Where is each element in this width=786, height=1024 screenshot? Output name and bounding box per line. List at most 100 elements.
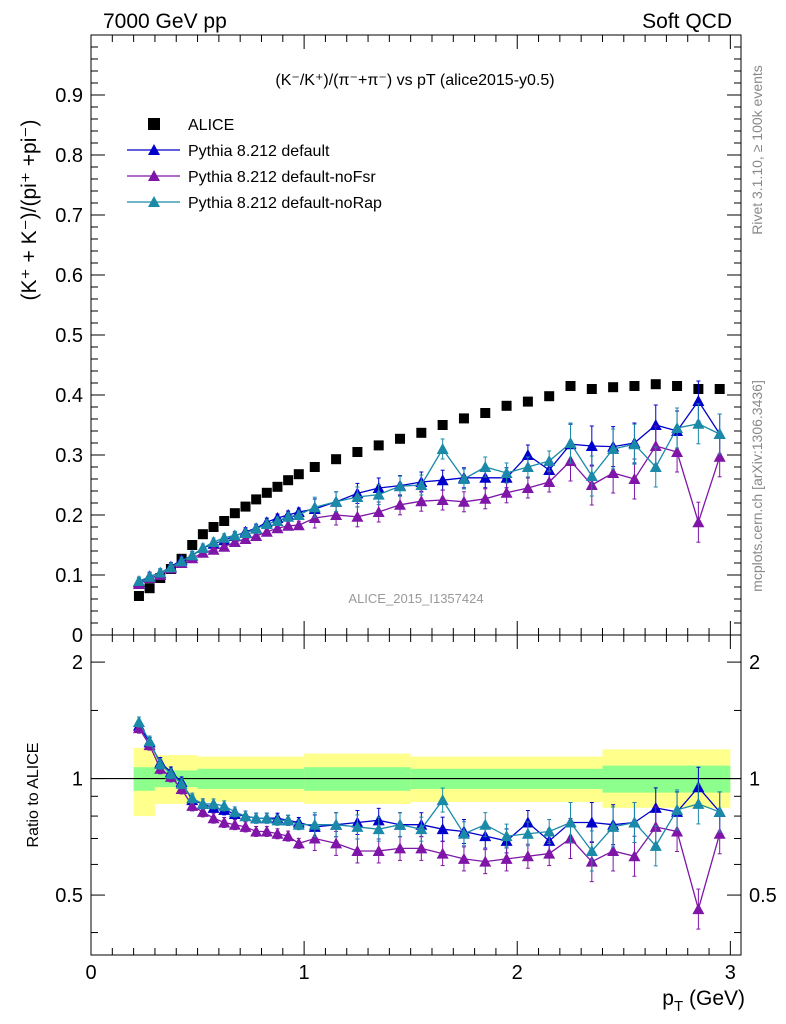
- noRap-data-point: [649, 461, 662, 472]
- legend-marker-default: [148, 144, 160, 155]
- noFsr-data-point: [228, 536, 241, 547]
- noRap-data-point: [175, 555, 188, 567]
- noFsr-data-point: [479, 492, 492, 504]
- ratio-ytick-label: 1: [72, 769, 83, 791]
- noRap-ratio-point: [415, 823, 428, 835]
- noRap-ratio-point: [713, 805, 726, 817]
- alice-data-point: [293, 469, 304, 480]
- ratio-ylabel: Ratio to ALICE: [25, 743, 42, 848]
- noRap-ratio-point: [521, 827, 534, 839]
- noFsr-data-point: [239, 533, 252, 544]
- x-axis-label-sub: T: [674, 998, 683, 1015]
- noRap-data-point: [457, 473, 470, 484]
- noRap-data-point: [228, 529, 241, 541]
- noRap-data-point: [196, 542, 209, 553]
- alice-data-point: [283, 475, 294, 486]
- alice-data-point: [395, 433, 406, 444]
- noFsr-data-point: [250, 530, 263, 541]
- noFsr-data-point: [457, 495, 470, 507]
- default-data-point: [585, 440, 598, 451]
- header-right: Soft QCD: [642, 10, 732, 33]
- noRap-data-point: [132, 575, 145, 586]
- main-x-ticks: [90, 35, 731, 635]
- noFsr-ratio-point: [218, 816, 231, 828]
- main-ytick-label: 0.9: [55, 85, 83, 107]
- noFsr-data-point: [436, 494, 449, 505]
- noRap-data-point: [292, 509, 305, 520]
- noRap-ratio-point: [196, 797, 209, 809]
- noFsr-ratio-point: [692, 903, 705, 915]
- alice-data-point: [373, 440, 384, 451]
- noFsr-ratio-point: [479, 855, 492, 867]
- noFsr-data-point: [394, 498, 407, 510]
- noRap-ratio-point: [271, 814, 284, 826]
- noFsr-line: [138, 445, 721, 585]
- noRap-data-point: [282, 510, 295, 522]
- noFsr-ratio-point: [228, 818, 241, 830]
- alice-data-point: [437, 420, 448, 430]
- noRap-data-point: [372, 488, 385, 500]
- noFsr-data-point: [207, 543, 220, 555]
- alice-data-point: [650, 379, 661, 390]
- noRap-ratio-point: [564, 816, 577, 828]
- noFsr-ratio-point: [292, 837, 305, 849]
- noRap-ratio-point: [436, 794, 449, 806]
- noRap-data-point: [186, 549, 199, 561]
- noRap-ratio-point: [479, 818, 492, 830]
- noRap-ratio-point: [351, 820, 364, 832]
- noFsr-ratio-point: [671, 825, 684, 837]
- noRap-ratio-point: [457, 827, 470, 839]
- noRap-ratio-point: [228, 805, 241, 817]
- noFsr-ratio-point: [239, 820, 252, 832]
- noRap-data-point: [521, 461, 534, 472]
- series-alice: [133, 379, 725, 601]
- noRap-data-point: [479, 461, 492, 472]
- noFsr-ratio-point: [207, 812, 220, 824]
- ratio-y-axis: 0.5 0.5 1 1 2 2: [55, 652, 777, 934]
- noFsr-data-point: [628, 473, 641, 484]
- noRap-data-point: [250, 522, 263, 534]
- alice-data-point: [352, 447, 363, 457]
- noRap-data-point: [564, 437, 577, 448]
- noFsr-ratio-point: [250, 825, 263, 837]
- source-label: mcplots.cern.ch [arXiv:1306.3436]: [749, 380, 765, 592]
- default-data-point: [436, 474, 449, 486]
- ratio-ytick-label: 0.5: [55, 885, 83, 907]
- noRap-data-point: [207, 536, 220, 547]
- noFsr-ratio-point: [351, 844, 364, 856]
- rivet-label: Rivet 3.1.10, ≥ 100k events: [749, 65, 765, 235]
- ratio-xtick-label: 1: [299, 962, 310, 984]
- default-data-point: [692, 395, 705, 406]
- default-line: [138, 399, 721, 583]
- noRap-data-point: [308, 501, 321, 513]
- noFsr-data-point: [372, 506, 385, 517]
- noFsr-ratio-point: [543, 847, 556, 859]
- noFsr-ratio-point: [308, 832, 321, 844]
- alice-data-point: [208, 522, 219, 532]
- alice-data-point: [272, 481, 283, 492]
- plot-title: (K⁻/K⁺)/(π⁻+π⁻) vs pT (alice2015-y0.5): [275, 72, 554, 89]
- noRap-ratio-point: [143, 735, 156, 747]
- noRap-ratio-point: [607, 820, 620, 832]
- alice-data-point: [565, 381, 576, 391]
- series-noFsr: [132, 425, 726, 589]
- ratio-x-axis: 0 1 2 3: [85, 635, 736, 984]
- noFsr-ratio-point: [628, 850, 641, 862]
- noFsr-ratio-point: [282, 830, 295, 842]
- series-default: [132, 380, 726, 588]
- alice-data-point: [144, 583, 155, 594]
- noFsr-data-point: [521, 482, 534, 493]
- noFsr-data-point: [607, 467, 620, 478]
- noRap-ratio-point: [132, 716, 145, 728]
- alice-data-point: [331, 454, 342, 465]
- default-ratio-point: [585, 816, 598, 828]
- noRap-ratio-point: [394, 818, 407, 830]
- alice-data-point: [501, 400, 512, 411]
- series-noRap: [132, 403, 726, 586]
- alice-data-point: [480, 408, 491, 418]
- noFsr-ratio-point: [521, 850, 534, 862]
- noFsr-ratio-point: [436, 847, 449, 859]
- noFsr-data-point: [671, 446, 684, 457]
- noRap-ratio-point: [260, 812, 273, 824]
- noFsr-data-point: [649, 440, 662, 451]
